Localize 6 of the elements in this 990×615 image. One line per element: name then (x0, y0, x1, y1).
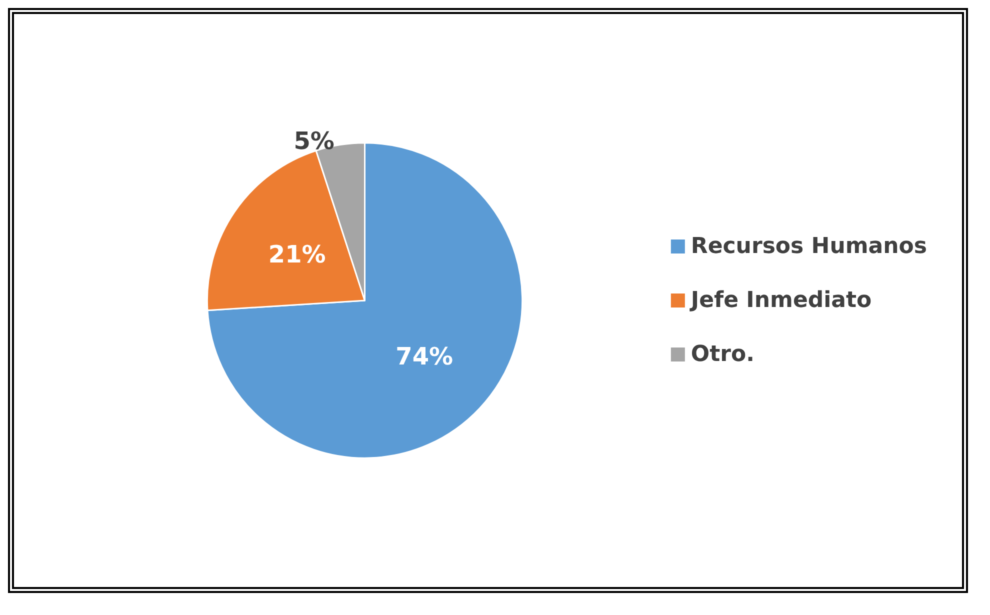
data-label: 21% (268, 240, 326, 269)
legend-label: Otro. (690, 342, 754, 367)
data-label: 74% (396, 342, 454, 370)
legend-label: Jefe Inmediato (688, 288, 872, 313)
data-label: 5% (294, 126, 334, 155)
legend-label: Recursos Humanos (690, 234, 927, 259)
